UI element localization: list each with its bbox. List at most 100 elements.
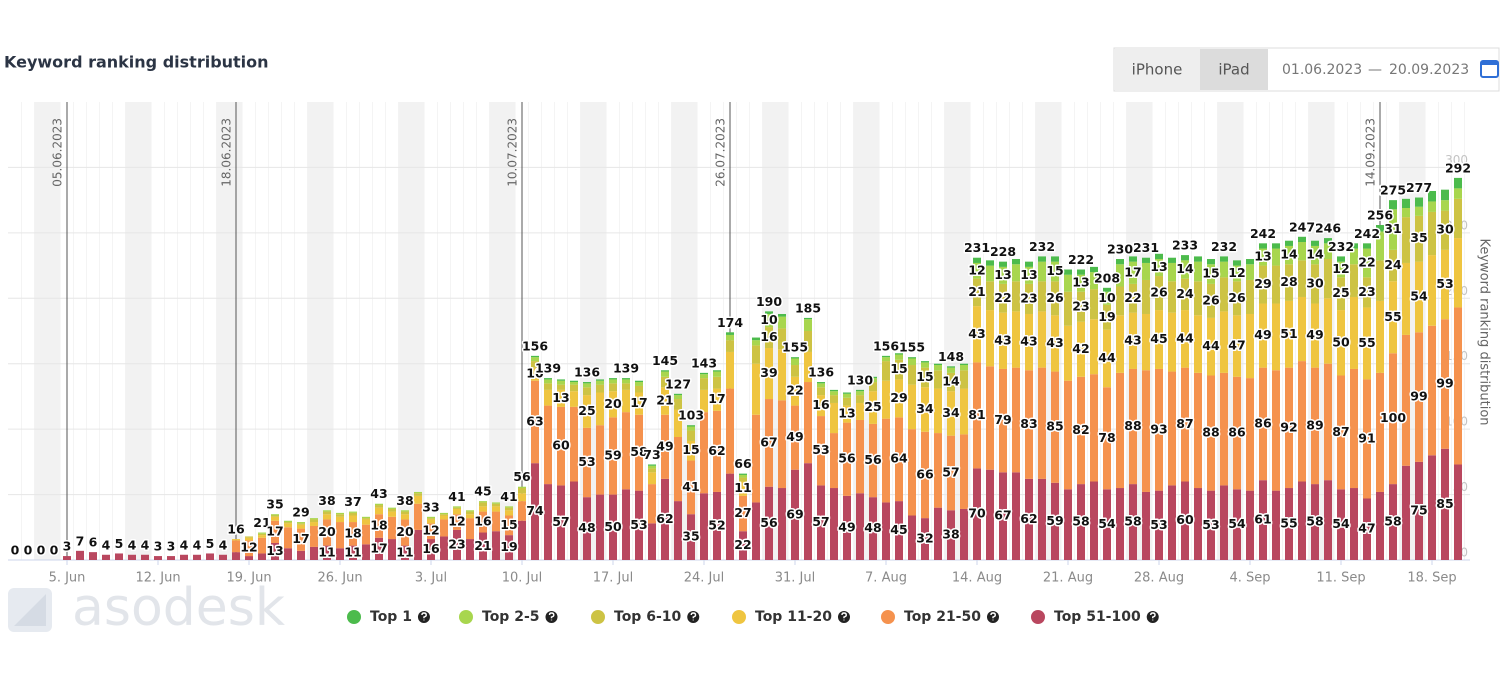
legend-item[interactable]: Top 51-100 — [1031, 609, 1159, 625]
bar-segment — [778, 313, 786, 317]
bar-segment — [310, 522, 318, 526]
segment-label: 18 — [344, 525, 361, 540]
bar-segment — [583, 382, 591, 384]
legend-item[interactable]: Top 1 — [347, 609, 430, 625]
segment-label: 86 — [1228, 425, 1246, 440]
date-from[interactable]: 01.06.2023 — [1282, 62, 1362, 78]
bar-segment — [895, 417, 903, 502]
bar-segment — [323, 510, 331, 512]
x-tick-label: 5. Jun — [49, 571, 86, 586]
segment-label: 25 — [578, 403, 595, 418]
device-label[interactable]: iPhone — [1132, 61, 1183, 79]
legend-label[interactable]: Top 1 — [370, 609, 412, 625]
bar-segment — [362, 519, 370, 525]
legend-label[interactable]: Top 21-50 — [904, 609, 981, 625]
bar-segment — [1181, 278, 1189, 311]
legend-item[interactable]: Top 21-50 — [881, 609, 999, 625]
total-label: 208 — [1094, 270, 1120, 285]
segment-label: 12 — [422, 523, 439, 538]
bar-segment — [544, 383, 552, 390]
bar-segment — [1350, 296, 1358, 369]
bar-segment — [258, 533, 266, 536]
bar-segment — [492, 502, 500, 504]
segment-label: 10 — [526, 366, 544, 381]
bar-segment — [856, 389, 864, 392]
segment-label: 32 — [916, 531, 933, 546]
device-button[interactable] — [1200, 49, 1268, 90]
bar-segment — [635, 382, 643, 386]
legend-label[interactable]: Top 51-100 — [1054, 609, 1141, 625]
bar-segment — [1337, 375, 1345, 490]
segment-label: 45 — [1150, 331, 1167, 346]
segment-label: 88 — [1202, 425, 1219, 440]
bar-segment — [765, 311, 773, 314]
device-button[interactable] — [1115, 49, 1200, 90]
segment-label: 56 — [760, 515, 778, 530]
bar-segment — [1168, 312, 1176, 372]
segment-label: 31 — [1384, 221, 1401, 236]
x-tick-label: 7. Aug — [865, 571, 907, 586]
bar-segment — [804, 319, 812, 331]
total-label: 0 — [11, 543, 20, 558]
device-label[interactable]: iPad — [1218, 61, 1249, 79]
calendar-bar — [1481, 61, 1498, 65]
segment-label: 56 — [838, 451, 856, 466]
bar-segment — [973, 278, 981, 307]
bar-segment — [726, 473, 734, 560]
annotation-label: 14.09.2023 — [1364, 118, 1378, 187]
bar-segment — [622, 389, 630, 413]
date-to[interactable]: 20.09.2023 — [1389, 62, 1469, 78]
bar-segment — [1116, 372, 1124, 489]
bar-segment — [1051, 315, 1059, 372]
bar-segment — [687, 430, 695, 441]
bar-segment — [1233, 281, 1241, 316]
bar-segment — [453, 506, 461, 508]
bar-segment — [882, 355, 890, 358]
bar-segment — [713, 410, 721, 492]
segment-label: 26 — [1228, 290, 1246, 305]
bar-segment — [986, 469, 994, 560]
legend-label[interactable]: Top 2-5 — [482, 609, 540, 625]
bar-segment — [687, 440, 695, 461]
legend-label[interactable]: Top 11-20 — [755, 609, 832, 625]
bar-segment — [1389, 249, 1397, 282]
bar-segment — [934, 433, 942, 508]
bar-segment — [1311, 245, 1319, 265]
bar-segment — [687, 514, 695, 560]
bar-segment — [1012, 259, 1020, 265]
segment-label: 43 — [1046, 335, 1063, 350]
bar-segment — [739, 477, 747, 482]
bar-segment — [1116, 286, 1124, 316]
bar-segment — [479, 502, 487, 507]
segment-label: 11 — [318, 544, 335, 559]
bar-segment — [1272, 265, 1280, 304]
bar-segment — [1402, 334, 1410, 466]
segment-label: 81 — [968, 407, 985, 422]
help-glyph — [421, 612, 427, 621]
bar-segment — [921, 361, 929, 363]
bar-segment — [609, 417, 617, 495]
bar-segment — [1077, 484, 1085, 560]
segment-label: 57 — [812, 514, 829, 529]
bar-segment — [986, 260, 994, 266]
legend-item[interactable]: Top 11-20 — [732, 609, 850, 625]
legend-item[interactable]: Top 6-10 — [591, 609, 700, 625]
bar-segment — [1285, 245, 1293, 265]
total-label: 277 — [1406, 180, 1432, 195]
bar-segment — [1207, 283, 1215, 318]
bar-segment — [453, 508, 461, 515]
bar-segment — [1064, 291, 1072, 326]
bar-segment — [674, 393, 682, 396]
calendar-icon[interactable] — [1480, 60, 1499, 78]
bar-segment — [674, 399, 682, 410]
total-label: 222 — [1068, 252, 1094, 267]
legend-item[interactable]: Top 2-5 — [459, 609, 558, 625]
bar-segment — [804, 331, 812, 352]
bar-segment — [1363, 277, 1371, 308]
segment-label: 23 — [1020, 290, 1037, 305]
legend-label[interactable]: Top 6-10 — [614, 609, 681, 625]
bar-segment — [1168, 485, 1176, 560]
bar-segment — [921, 518, 929, 560]
bar-segment — [245, 537, 253, 541]
